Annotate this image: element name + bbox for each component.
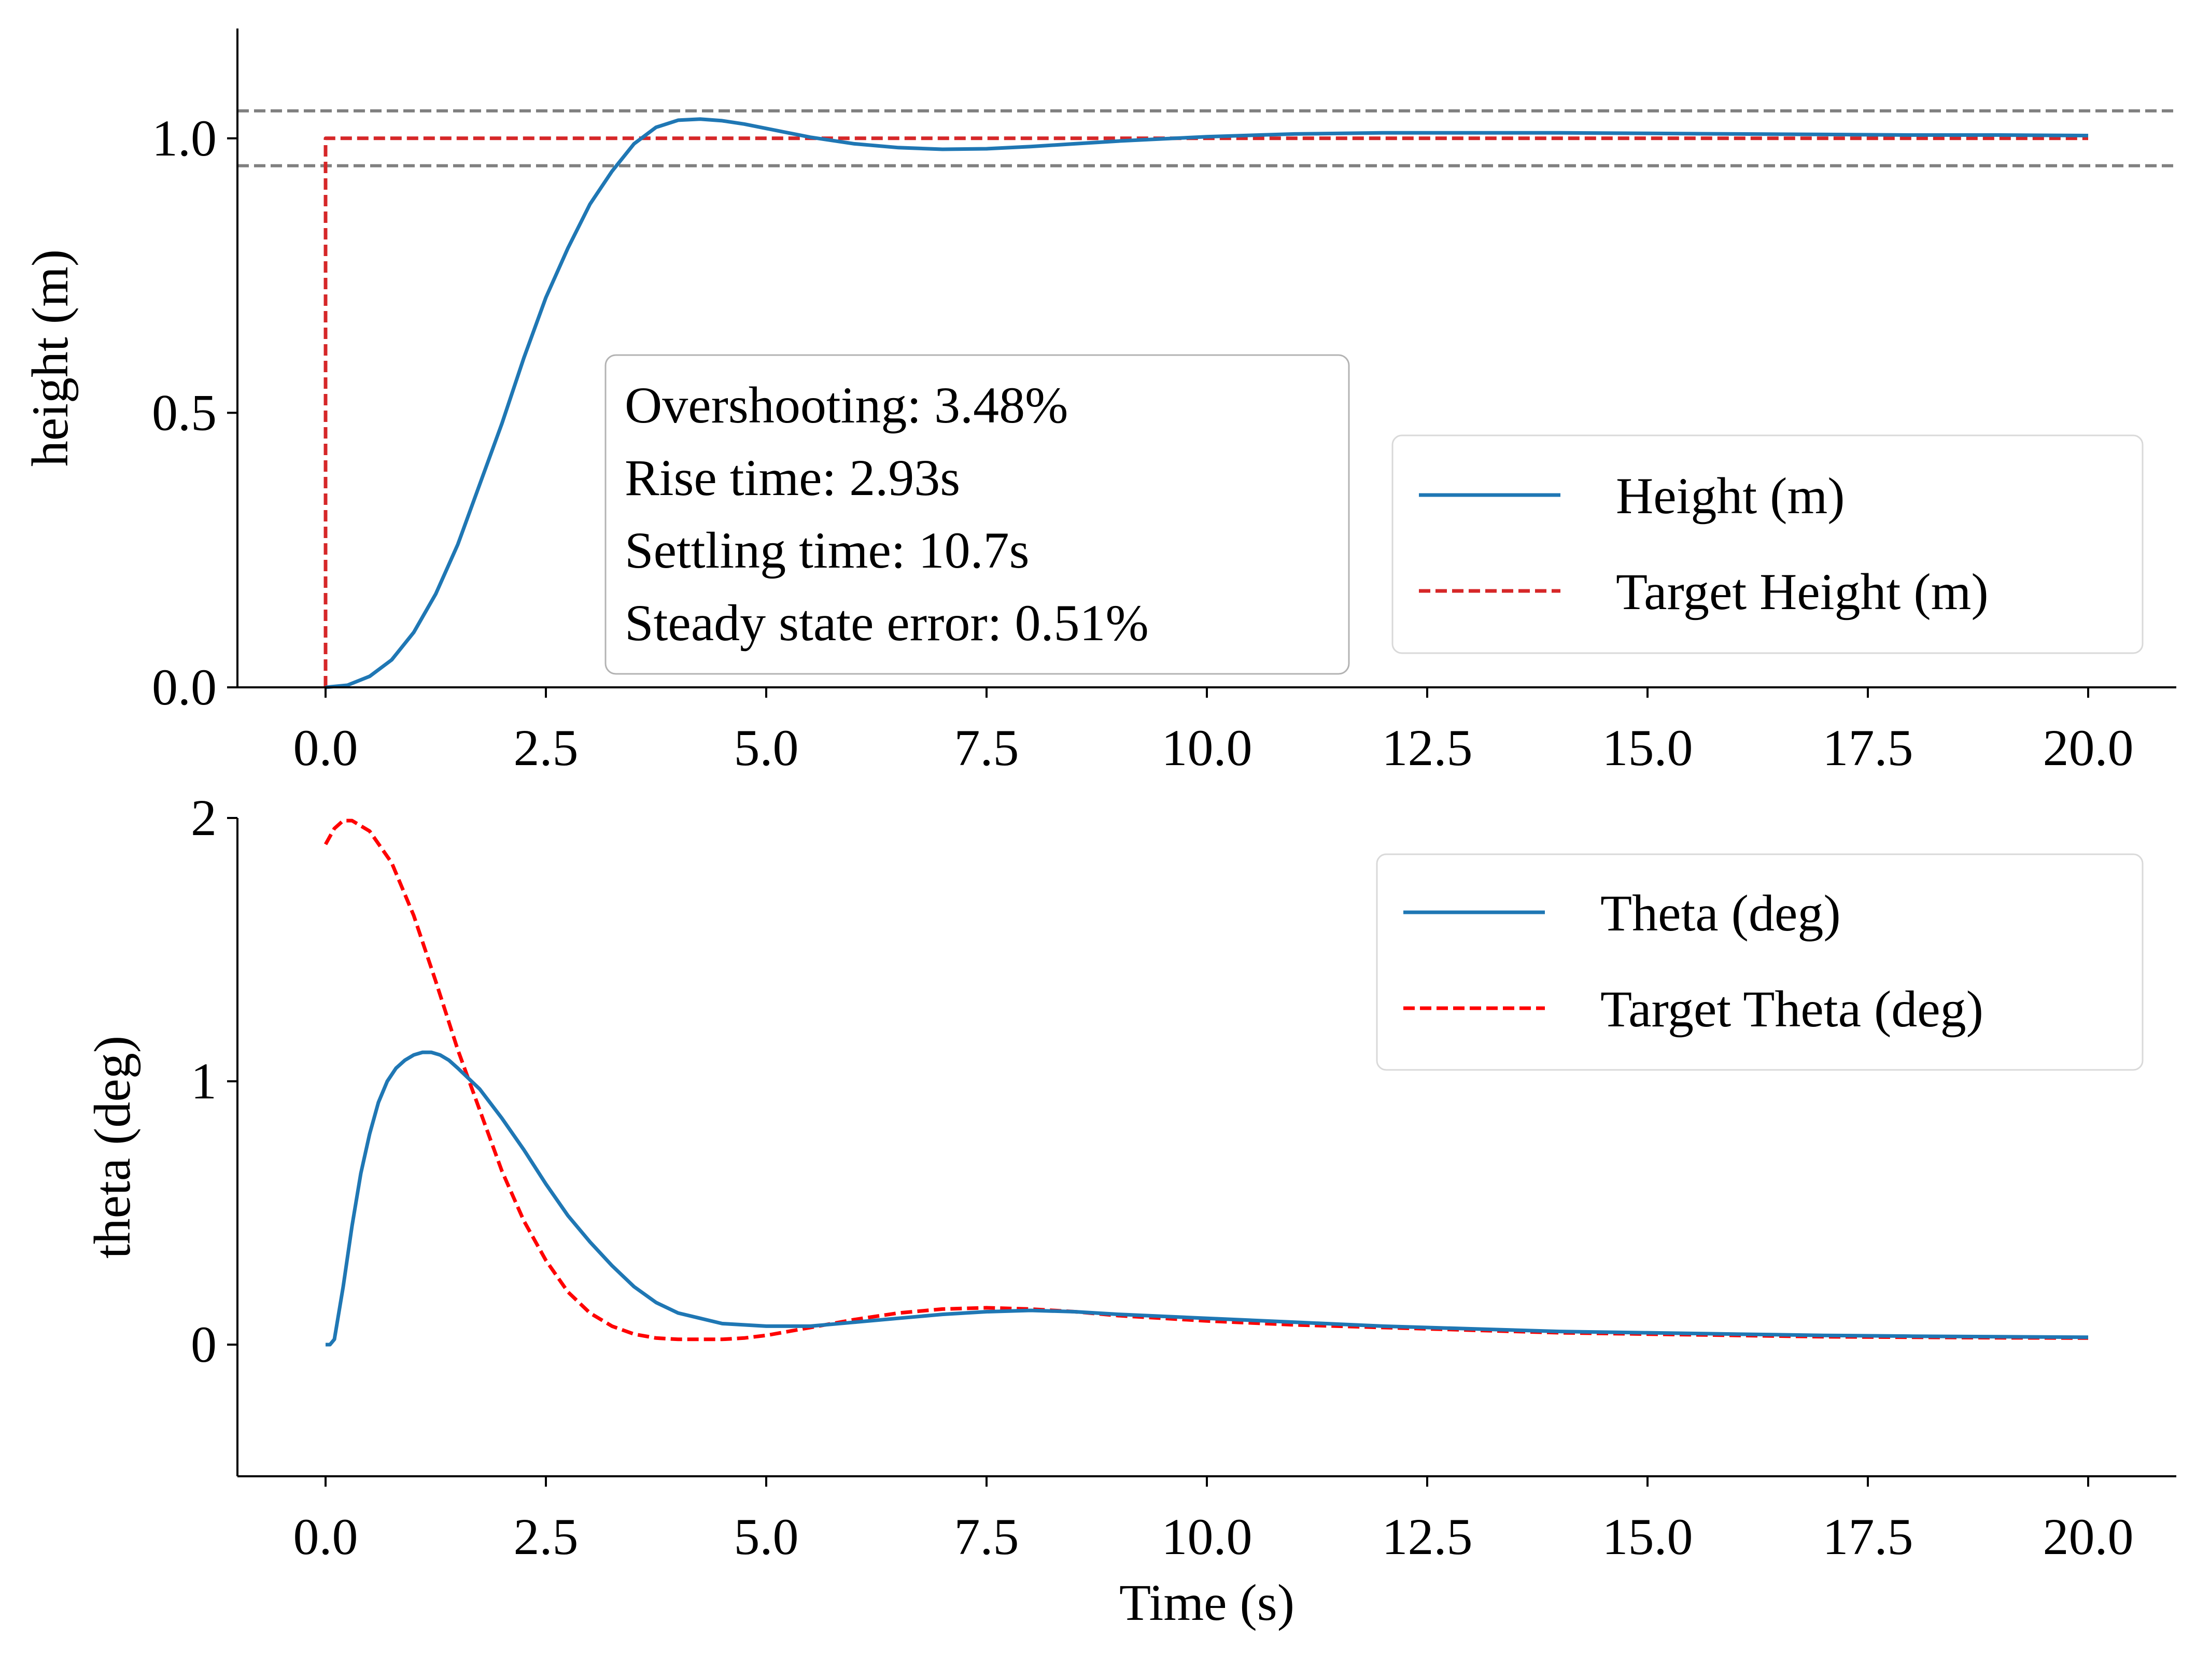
height-y-ticks: 0.0 0.5 1.0	[152, 109, 237, 716]
legend-label-target-height: Target Height (m)	[1616, 563, 1989, 620]
height-legend: Height (m) Target Height (m)	[1391, 434, 2144, 654]
y-tick-label: 2	[191, 789, 217, 846]
x-tick-label: 0.0	[293, 1508, 358, 1565]
tolerance-band-lines	[237, 109, 2176, 167]
legend-label-target-theta: Target Theta (deg)	[1600, 980, 1983, 1038]
x-tick-label: 5.0	[734, 719, 799, 777]
height-legend-frame	[1391, 434, 2144, 654]
height-x-ticks: 0.0 2.5 5.0 7.5 10.0 12.5 15.0 17.5 20.0	[293, 687, 2134, 777]
x-tick-label: 5.0	[734, 1508, 799, 1565]
theta-x-ticks: 0.0 2.5 5.0 7.5 10.0 12.5 15.0 17.5 20.0	[293, 1476, 2134, 1565]
y-tick-label: 1.0	[152, 109, 217, 167]
x-tick-label: 2.5	[514, 1508, 579, 1565]
legend-label-theta: Theta (deg)	[1600, 884, 1841, 942]
x-tick-label: 0.0	[293, 719, 358, 777]
x-tick-label: 20.0	[2043, 1508, 2134, 1565]
height-y-axis-label: height (m)	[21, 249, 79, 467]
x-tick-label: 17.5	[1823, 1508, 1913, 1565]
x-tick-label: 12.5	[1382, 719, 1473, 777]
time-x-axis-label: Time (s)	[1119, 1574, 1294, 1631]
theta-series-lines	[323, 818, 2089, 1347]
y-tick-label: 0	[191, 1316, 217, 1373]
x-tick-label: 12.5	[1382, 1508, 1473, 1565]
series-line-theta-deg	[326, 1050, 2089, 1347]
x-tick-label: 7.5	[954, 1508, 1019, 1565]
x-tick-label: 2.5	[514, 719, 579, 777]
y-tick-label: 1	[191, 1052, 217, 1110]
y-tick-label: 0.5	[152, 384, 217, 441]
stats-box-frame	[604, 354, 1350, 675]
x-tick-label: 10.0	[1162, 719, 1252, 777]
x-tick-label: 15.0	[1602, 1508, 1693, 1565]
theta-y-axis-label: theta (deg)	[83, 1036, 141, 1259]
x-tick-label: 7.5	[954, 719, 1019, 777]
stats-annotation-box: Overshooting: 3.48% Rise time: 2.93s Set…	[604, 354, 1350, 675]
height-panel: 0.0 2.5 5.0 7.5 10.0 12.5 15.0 17.5 20.0 0.0 0.5 1…	[21, 29, 2176, 777]
theta-legend: Theta (deg) Target Theta (deg)	[1376, 853, 2144, 1071]
steady-state-error-stat: Steady state error: 0.51%	[625, 594, 1149, 652]
x-tick-label: 15.0	[1602, 719, 1693, 777]
overshoot-stat: Overshooting: 3.48%	[625, 376, 1068, 434]
x-tick-label: 10.0	[1162, 1508, 1252, 1565]
settling-time-stat: Settling time: 10.7s	[625, 521, 1030, 579]
legend-label-height: Height (m)	[1616, 467, 1845, 525]
series-line-target-height-m	[323, 136, 2088, 687]
x-tick-label: 17.5	[1823, 719, 1913, 777]
series-line-height-m	[325, 117, 2089, 689]
y-tick-label: 0.0	[152, 658, 217, 716]
theta-y-ticks: 0 1 2	[191, 789, 237, 1373]
theta-panel: 0.0 2.5 5.0 7.5 10.0 12.5 15.0 17.5 20.0 0 1 2 the…	[83, 789, 2176, 1631]
height-series-lines	[323, 117, 2089, 689]
theta-legend-frame	[1376, 853, 2144, 1071]
x-tick-label: 20.0	[2043, 719, 2134, 777]
rise-time-stat: Rise time: 2.93s	[625, 449, 960, 506]
